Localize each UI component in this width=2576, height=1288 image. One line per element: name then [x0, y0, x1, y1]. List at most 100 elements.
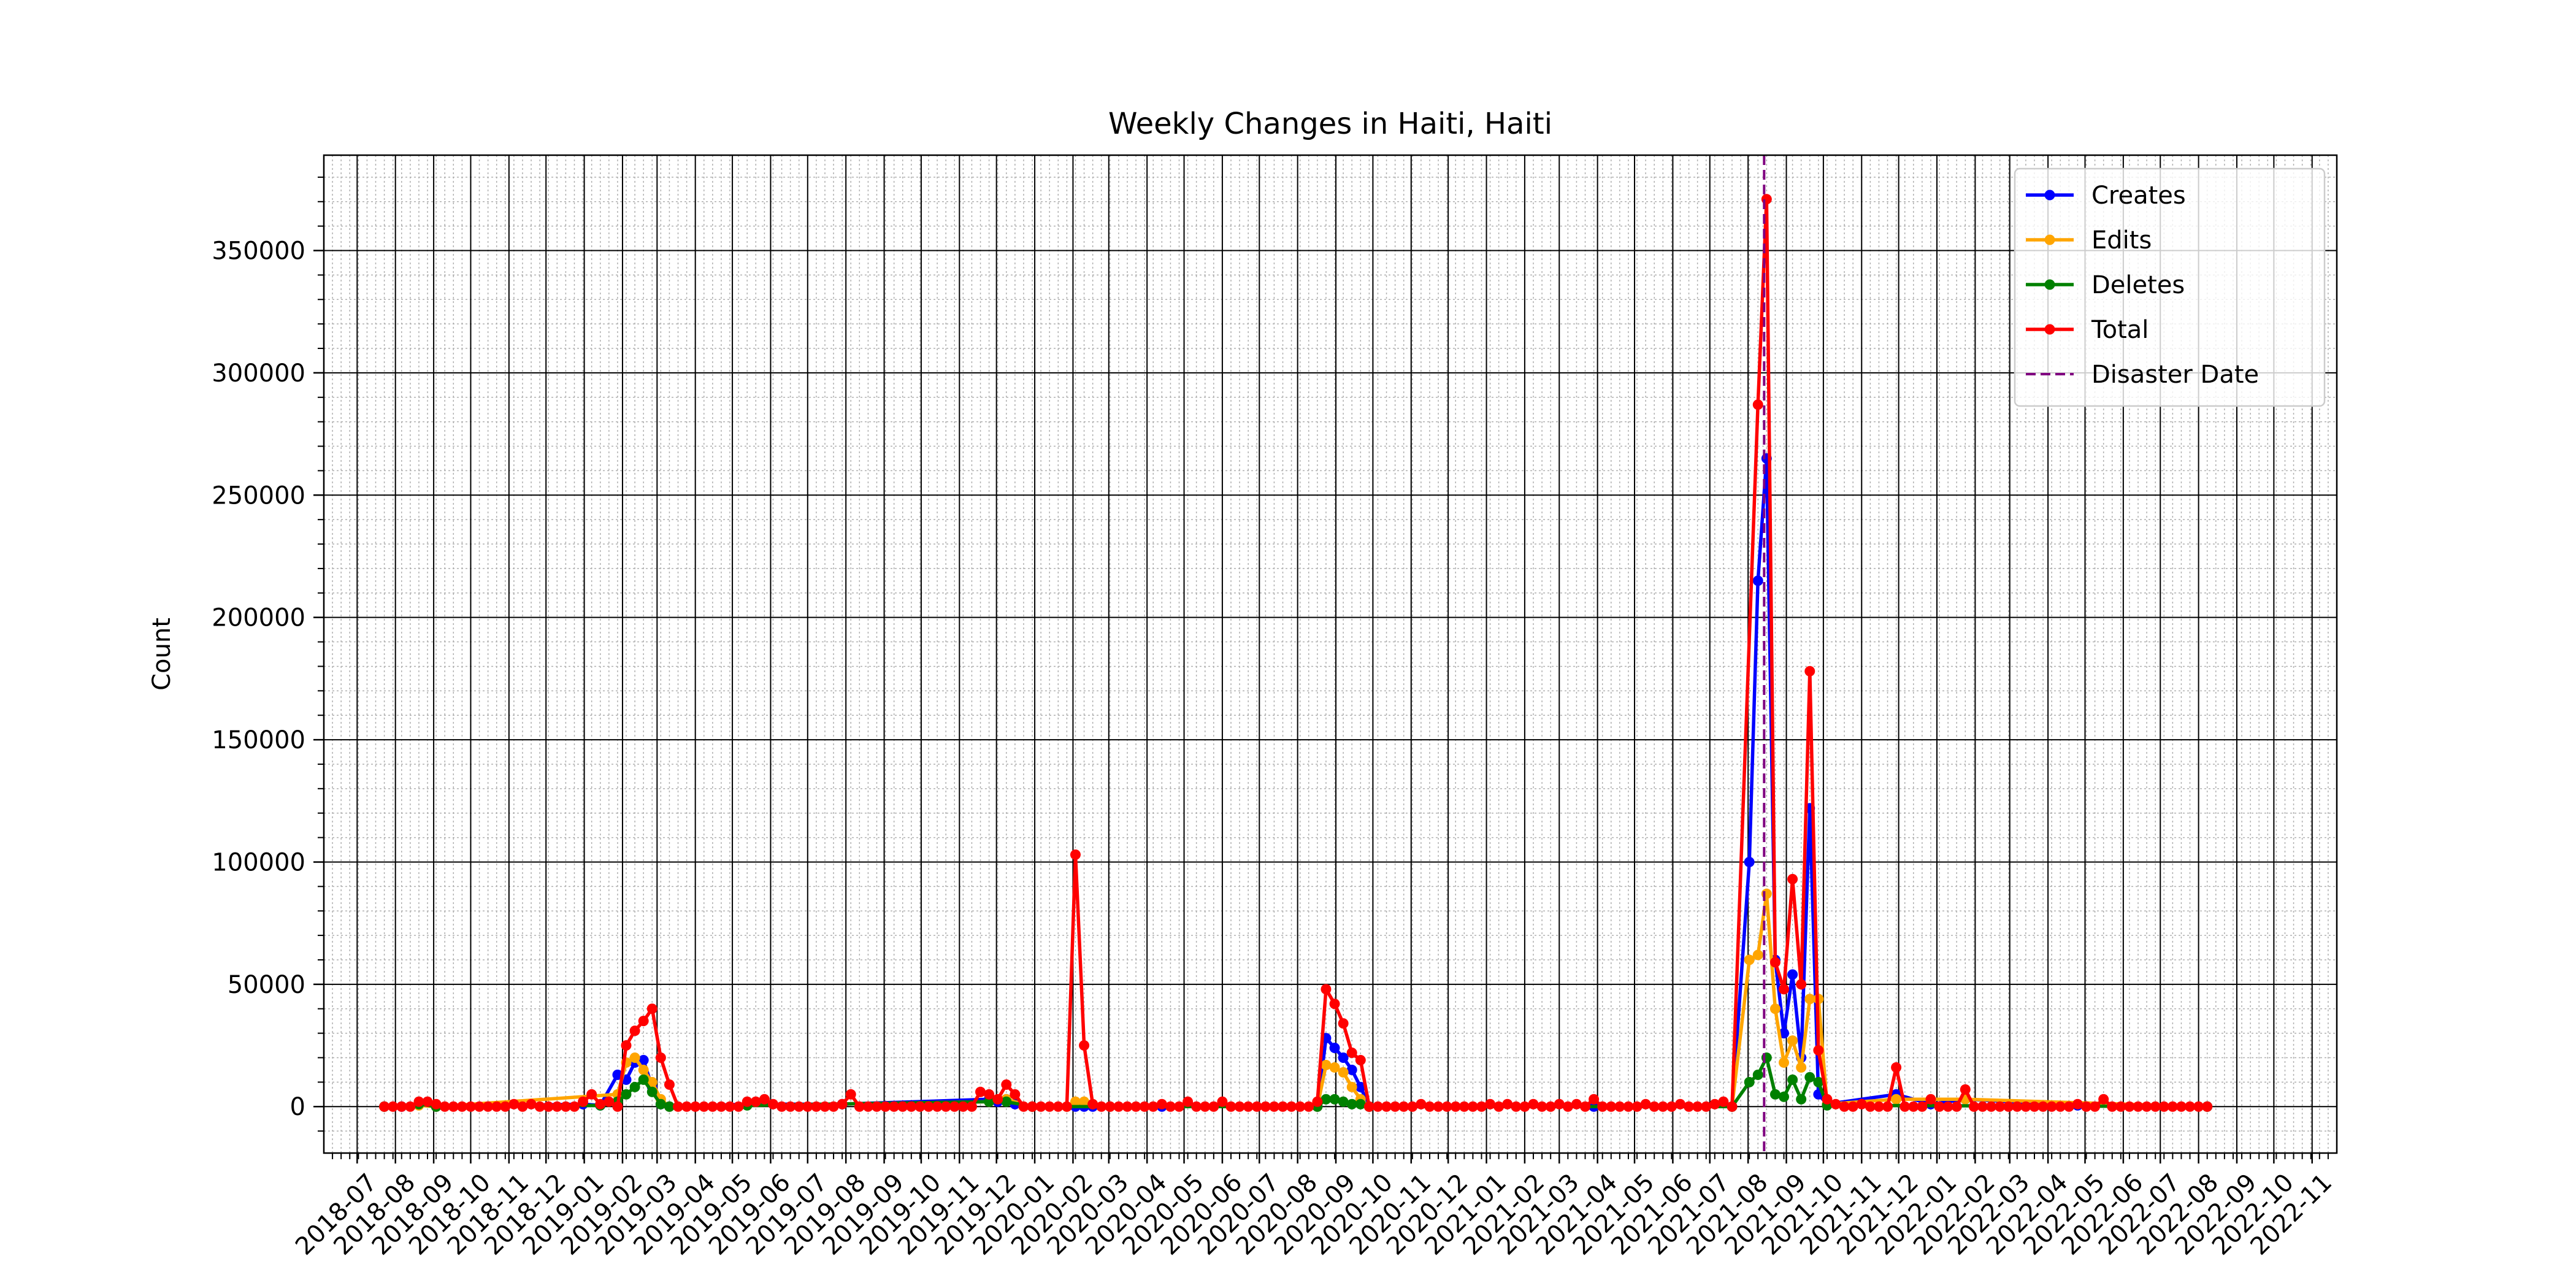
data-point [1321, 984, 1332, 995]
series-line-total [384, 197, 2207, 1108]
data-point [802, 1101, 813, 1112]
data-point [629, 1081, 640, 1092]
data-point [1087, 1098, 1098, 1110]
data-point [646, 1076, 657, 1087]
data-point [1960, 1084, 1971, 1095]
data-point [1752, 949, 1763, 960]
minor-grid [324, 155, 2337, 1153]
data-point [2185, 1101, 2196, 1112]
data-point [880, 1101, 891, 1112]
data-point [767, 1098, 778, 1110]
data-point [1640, 1098, 1651, 1110]
data-point [1200, 1101, 1211, 1112]
data-point [992, 1094, 1003, 1105]
data-point [1502, 1098, 1513, 1110]
data-point [1692, 1101, 1703, 1112]
data-point [1779, 1057, 1790, 1068]
data-point [1856, 1098, 1867, 1110]
data-point [1398, 1101, 1409, 1112]
data-point [1260, 1101, 1271, 1112]
data-point [1355, 1098, 1366, 1110]
data-point [2029, 1101, 2040, 1112]
data-point [543, 1101, 554, 1112]
data-point [1631, 1101, 1643, 1112]
data-point [1942, 1101, 1953, 1112]
data-point [1606, 1101, 1617, 1112]
data-point [1035, 1101, 1046, 1112]
data-point [1338, 1096, 1349, 1107]
data-point [1752, 399, 1763, 410]
data-point [1718, 1096, 1729, 1107]
data-point [742, 1096, 753, 1107]
data-point [1130, 1101, 1141, 1112]
data-point [1839, 1101, 1850, 1112]
data-point [508, 1098, 519, 1110]
data-point [1346, 1098, 1357, 1110]
data-point [1847, 1101, 1858, 1112]
data-point [1329, 1062, 1340, 1073]
data-point [646, 1003, 657, 1014]
data-point [819, 1101, 830, 1112]
data-point [1251, 1101, 1262, 1112]
data-point [1243, 1101, 1254, 1112]
data-point [1657, 1101, 1668, 1112]
data-point [1018, 1101, 1029, 1112]
data-point [638, 1064, 649, 1075]
data-point [1105, 1101, 1116, 1112]
x-axis: 2018-072018-082018-092018-102018-112018-… [290, 1153, 2337, 1261]
data-point [534, 1101, 545, 1112]
data-point [1295, 1101, 1306, 1112]
data-point [1355, 1081, 1366, 1092]
data-point [1070, 849, 1081, 860]
data-point [940, 1101, 951, 1112]
chart-title: Weekly Changes in Haiti, Haiti [1108, 107, 1552, 141]
data-point [2012, 1101, 2023, 1112]
data-point [2081, 1101, 2092, 1112]
data-point [1044, 1101, 1055, 1112]
data-point [456, 1101, 467, 1112]
data-point [1407, 1101, 1418, 1112]
data-point [1346, 1064, 1357, 1075]
data-point [664, 1101, 675, 1112]
data-point [465, 1101, 476, 1112]
data-point [1813, 1045, 1824, 1056]
data-point [1787, 1074, 1798, 1085]
data-point [569, 1101, 580, 1112]
data-point [1899, 1101, 1911, 1112]
data-point [1752, 575, 1763, 586]
data-point [1891, 1062, 1902, 1073]
data-point [2072, 1098, 2083, 1110]
data-point [405, 1101, 416, 1112]
data-point [1459, 1101, 1470, 1112]
data-point [854, 1101, 865, 1112]
data-point [1545, 1101, 1556, 1112]
data-point [750, 1096, 761, 1107]
data-point [1744, 954, 1755, 965]
data-point [431, 1098, 442, 1110]
data-point [1329, 1094, 1340, 1105]
data-point [1882, 1101, 1893, 1112]
data-point [1865, 1101, 1876, 1112]
data-point [2046, 1101, 2057, 1112]
data-point [388, 1101, 399, 1112]
data-point [1381, 1101, 1392, 1112]
data-point [1183, 1096, 1194, 1107]
data-point [439, 1101, 450, 1112]
data-point [673, 1101, 684, 1112]
data-point [1917, 1101, 1928, 1112]
data-point [1234, 1101, 1245, 1112]
data-point [2037, 1101, 2049, 1112]
data-point [1769, 1003, 1781, 1014]
data-point [2124, 1101, 2135, 1112]
data-point [1485, 1098, 1496, 1110]
series-line-edits [384, 892, 2207, 1108]
data-point [1977, 1101, 1988, 1112]
data-point [716, 1101, 727, 1112]
data-point [578, 1096, 589, 1107]
data-point [1769, 957, 1781, 968]
data-point [759, 1094, 770, 1105]
data-point [586, 1089, 597, 1100]
legend: Creates Edits Deletes Total Disaster Date [2014, 167, 2326, 407]
data-point [1813, 1076, 1824, 1087]
data-point [1433, 1101, 1444, 1112]
